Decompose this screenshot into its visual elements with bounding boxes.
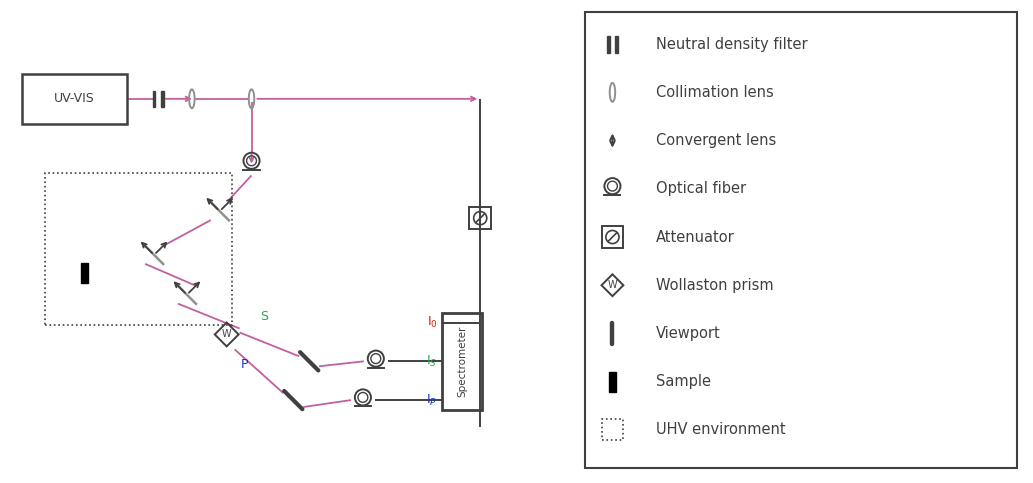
Bar xyxy=(44,173,231,325)
Bar xyxy=(602,419,623,440)
Bar xyxy=(23,74,127,124)
Text: I$_0$: I$_0$ xyxy=(427,315,437,330)
Text: I$_S$: I$_S$ xyxy=(427,354,437,369)
Bar xyxy=(442,313,482,410)
Text: Optical fiber: Optical fiber xyxy=(656,181,746,196)
Bar xyxy=(608,372,616,392)
Text: Sample: Sample xyxy=(656,374,711,389)
Bar xyxy=(153,91,155,107)
Text: Viewport: Viewport xyxy=(656,326,721,341)
Bar xyxy=(469,207,491,229)
Bar xyxy=(601,226,623,248)
Text: Spectrometer: Spectrometer xyxy=(458,326,467,397)
Text: UV-VIS: UV-VIS xyxy=(54,92,95,105)
Bar xyxy=(615,36,618,53)
Text: Wollaston prism: Wollaston prism xyxy=(656,278,774,293)
Bar xyxy=(607,36,609,53)
Text: I$_P$: I$_P$ xyxy=(427,393,437,408)
Text: Collimation lens: Collimation lens xyxy=(656,85,774,100)
Text: Attenuator: Attenuator xyxy=(656,229,734,244)
Text: Convergent lens: Convergent lens xyxy=(656,133,777,148)
Text: W: W xyxy=(222,329,231,340)
Bar xyxy=(585,13,1018,468)
Text: W: W xyxy=(607,280,618,290)
Text: UHV environment: UHV environment xyxy=(656,423,786,438)
Text: P: P xyxy=(241,358,248,371)
Bar xyxy=(81,263,88,283)
Text: Neutral density filter: Neutral density filter xyxy=(656,37,808,52)
Bar xyxy=(161,91,163,107)
Text: S: S xyxy=(260,310,269,323)
